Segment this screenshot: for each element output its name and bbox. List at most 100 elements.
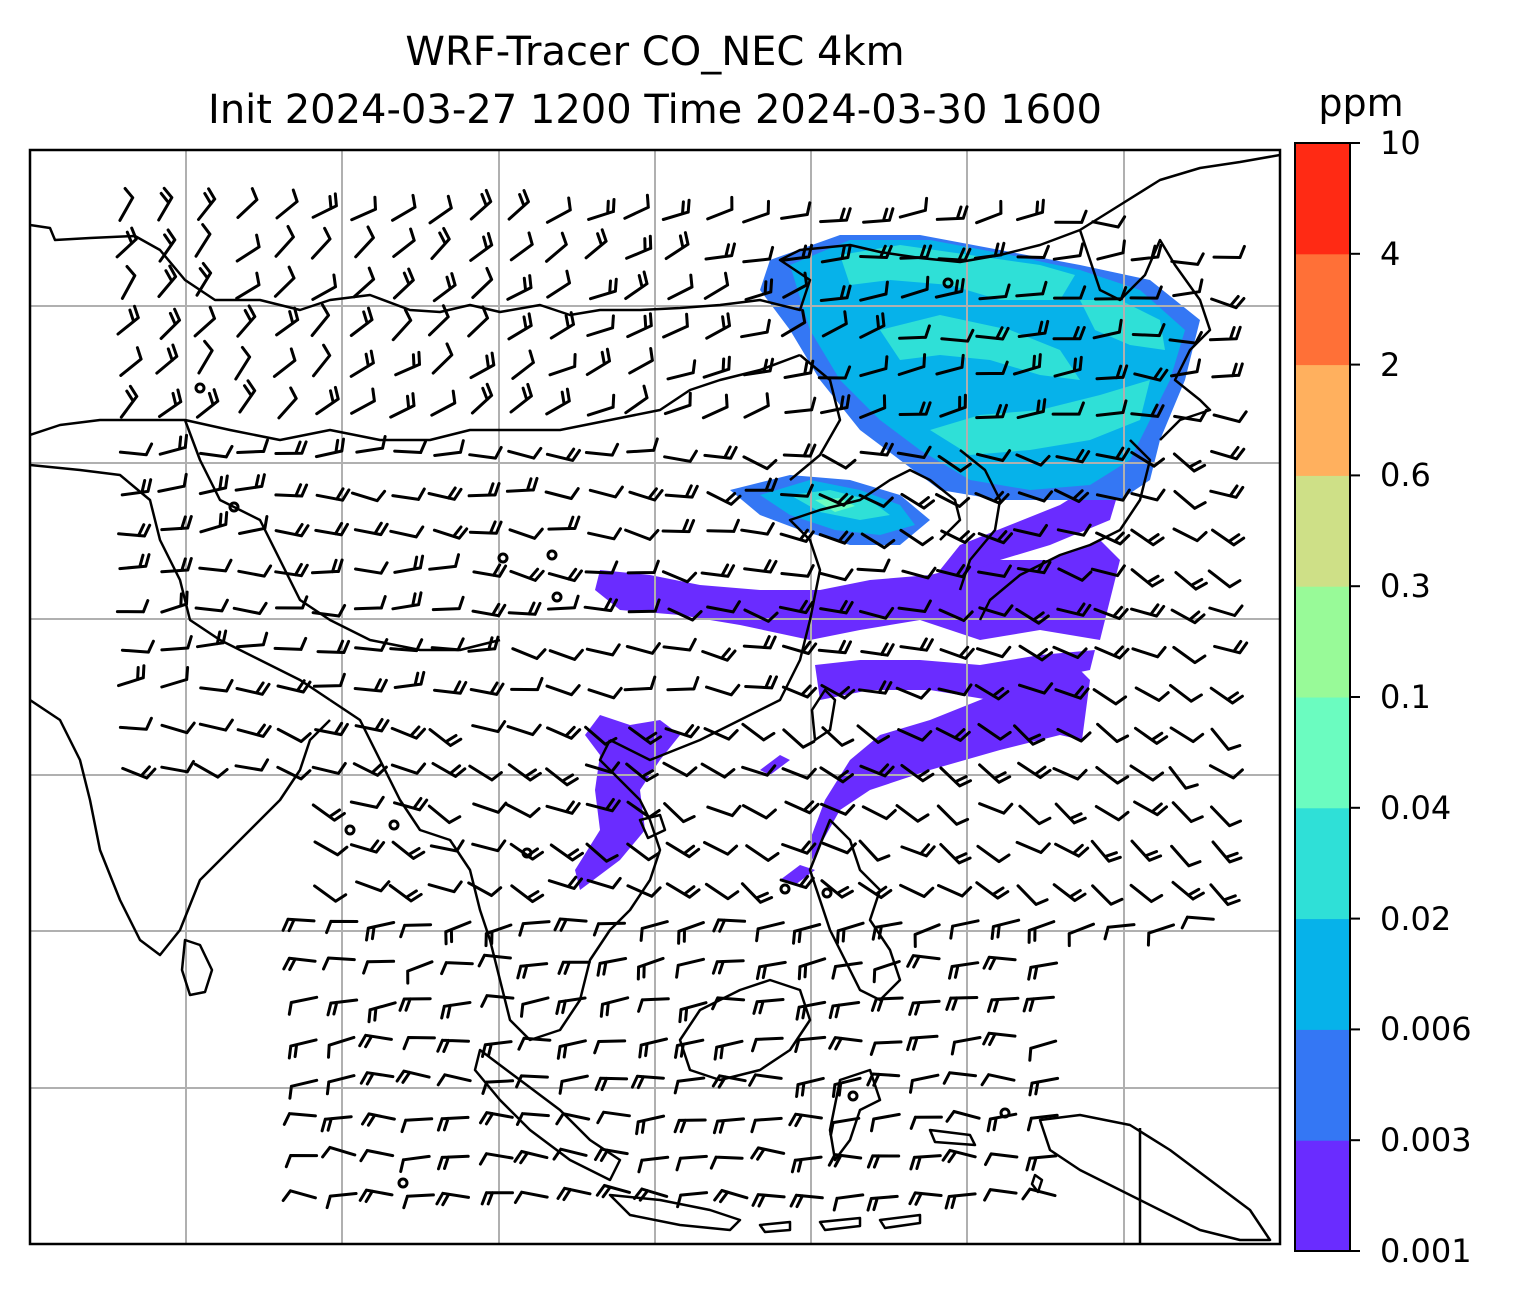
wind-barb (1026, 1113, 1059, 1132)
wind-barb (828, 1001, 861, 1020)
wind-barb (440, 961, 474, 976)
wind-barb (859, 244, 893, 259)
wind-barb (944, 1192, 977, 1210)
wind-barb (941, 1148, 977, 1164)
wind-barb (585, 842, 619, 863)
wind-barb (480, 994, 515, 1008)
wind-barb (1090, 564, 1126, 578)
wind-barb (349, 306, 374, 337)
wind-barb (706, 518, 740, 533)
wind-barb (857, 881, 893, 899)
calm-marker (194, 382, 206, 394)
wind-barb (950, 1036, 982, 1056)
wind-barb (744, 477, 778, 492)
wind-barb (507, 312, 533, 341)
wind-barb (624, 270, 649, 300)
wind-barb (781, 767, 817, 780)
wind-barb (1017, 761, 1052, 779)
wind-barb (584, 442, 620, 457)
wind-barb (469, 232, 494, 262)
wind-barb (1180, 915, 1215, 930)
wind-barb (427, 486, 463, 501)
wind-barb (636, 956, 665, 981)
wind-barb (1172, 645, 1207, 665)
wind-barb (662, 312, 689, 339)
wind-barb (359, 1071, 395, 1086)
wind-barb (1211, 362, 1244, 379)
wind-barb (354, 225, 375, 259)
wind-barb (402, 1036, 436, 1051)
wind-barb (354, 638, 389, 652)
wind-barb (1016, 244, 1050, 259)
wind-barb (326, 998, 359, 1017)
wind-barb (157, 186, 174, 222)
wind-barb (900, 275, 930, 299)
wind-barb (664, 231, 690, 260)
wind-barb (706, 195, 734, 221)
colorbar-segment (1295, 807, 1350, 920)
colorbar-tick-label: 2 (1380, 345, 1401, 384)
coast-northeast (1078, 229, 1212, 441)
wind-barb (235, 681, 271, 696)
wind-barb (160, 590, 189, 614)
wind-barb (275, 595, 309, 610)
wind-barb (1016, 198, 1045, 222)
colorbar-tick-label: 10 (1380, 124, 1421, 162)
wind-barb (899, 637, 934, 652)
wind-barb (508, 527, 544, 540)
wind-barb (635, 1114, 666, 1136)
wind-barb (782, 443, 817, 458)
wind-barb (940, 529, 976, 544)
wind-barb (667, 273, 694, 301)
wind-barb (557, 960, 591, 975)
wind-barb (510, 676, 544, 692)
wind-barb (897, 353, 927, 376)
wind-barb (780, 564, 815, 578)
wind-barb (160, 515, 193, 532)
wind-barb (667, 607, 703, 622)
wind-barb (275, 188, 299, 220)
wind-barb (1130, 839, 1163, 862)
wind-barb (589, 277, 618, 301)
wind-barb (712, 918, 747, 933)
wind-barb (1093, 605, 1129, 620)
wind-barb (587, 198, 616, 221)
wind-barb (784, 800, 820, 815)
wind-barb (909, 1115, 943, 1130)
wind-barb (352, 762, 388, 777)
wind-barb (282, 956, 317, 972)
wind-barb (661, 198, 691, 221)
calm-marker (847, 1090, 859, 1102)
plume-teal-swirl-2 (880, 315, 1080, 380)
wind-barb (516, 962, 549, 980)
wind-barb (701, 647, 737, 662)
wind-barb (515, 1074, 549, 1089)
wind-barb (510, 884, 545, 904)
wind-barb (509, 567, 545, 582)
wind-barb (312, 672, 346, 688)
wind-barb (507, 601, 542, 616)
wind-barb (1054, 802, 1087, 825)
wind-barb (935, 493, 971, 508)
wind-barb (353, 595, 387, 611)
colorbar-segment (1295, 697, 1350, 809)
wind-barb (1012, 353, 1042, 376)
wind-barb (779, 874, 815, 890)
wind-barb (908, 999, 941, 1016)
colorbar-tick-label: 0.02 (1380, 899, 1452, 938)
wind-barb (195, 388, 220, 419)
wind-barb (673, 1076, 706, 1095)
wind-barb (121, 765, 157, 780)
wind-barb (820, 244, 852, 264)
border-china-2 (789, 354, 842, 481)
wind-barb (236, 631, 269, 649)
wind-barb (1210, 805, 1242, 828)
wind-barb (1173, 408, 1208, 423)
wind-barb (975, 360, 1009, 376)
wind-barb (1129, 883, 1164, 903)
coast-islands-2 (818, 1216, 862, 1232)
wind-barb (939, 766, 972, 788)
wind-barb (596, 957, 628, 977)
wind-barb (821, 310, 848, 338)
